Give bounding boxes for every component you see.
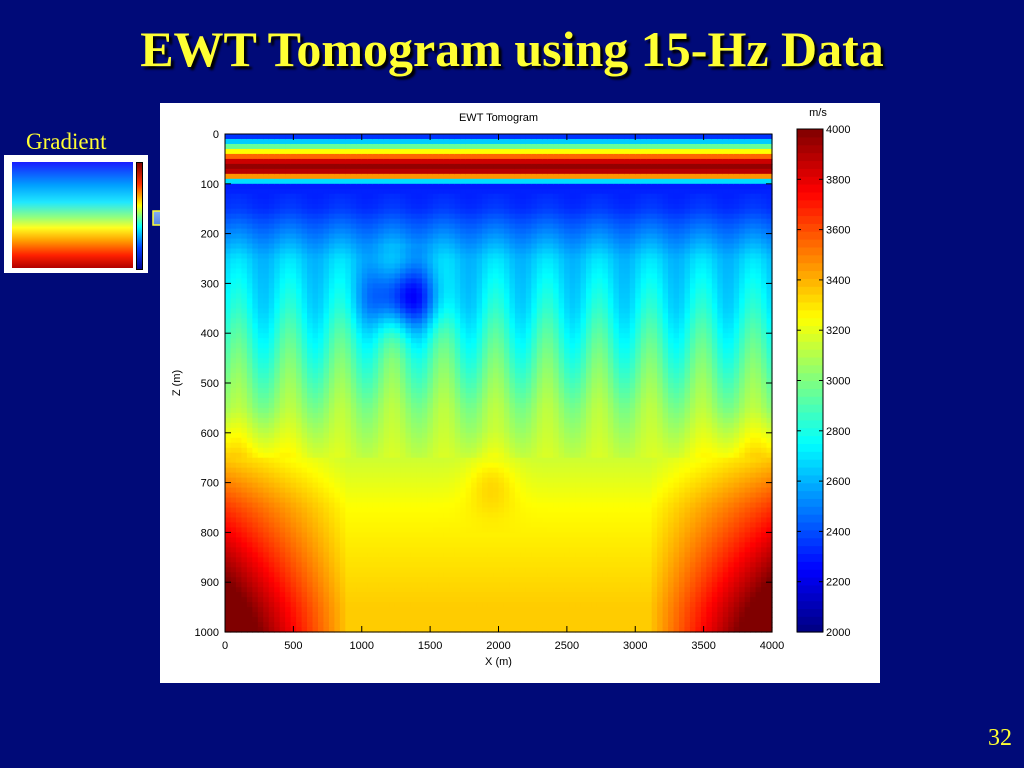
colorbar-tick-label: 3800 [826,174,850,186]
chart-title: EWT Tomogram [459,112,538,124]
gradient-thumbnail [4,155,148,273]
y-tick-label: 1000 [195,627,219,639]
x-tick-label: 4000 [760,640,784,652]
colorbar-tick-label: 3400 [826,275,850,287]
x-tick-label: 2000 [486,640,510,652]
y-tick-label: 600 [201,428,219,440]
y-tick-label: 200 [201,229,219,241]
page-number: 32 [988,725,1012,751]
x-tick-label: 0 [222,640,228,652]
y-tick-label: 100 [201,179,219,191]
tomogram-chart: 0 500 1000 1500 2000 2500 3000 3500 4000 0 100 200 3… [171,107,850,668]
x-axis-label: X (m) [485,656,512,668]
x-tick-label: 500 [284,640,302,652]
x-tick-label: 3000 [623,640,647,652]
colorbar-tick-label: 3200 [826,325,850,337]
y-tick-label: 300 [201,278,219,290]
slide-title: EWT Tomogram using 15-Hz Data [140,21,884,77]
colorbar-tick-label: 2800 [826,426,850,438]
y-tick-label: 800 [201,527,219,539]
colorbar-label: m/s [809,107,827,119]
colorbar-tick-label: 2400 [826,526,850,538]
colorbar-tick-label: 2000 [826,627,850,639]
x-tick-label: 1000 [350,640,374,652]
y-axis-label: Z (m) [171,370,183,396]
x-tick-label: 3500 [691,640,715,652]
y-tick-label: 700 [201,478,219,490]
y-tick-label: 400 [201,328,219,340]
colorbar-tick-label: 2600 [826,476,850,488]
x-tick-label: 1500 [418,640,442,652]
y-tick-label: 0 [213,129,219,141]
gradient-thumbnail-plot [12,162,133,268]
colorbar-tick-label: 3600 [826,225,850,237]
colorbar-tick-label: 3000 [826,376,850,388]
colorbar-tick-label: 2200 [826,577,850,589]
gradient-thumbnail-colorbar [136,162,143,270]
gradient-label: Gradient [26,129,107,154]
x-tick-label: 2500 [555,640,579,652]
y-tick-label: 900 [201,577,219,589]
y-tick-label: 500 [201,378,219,390]
colorbar-tick-label: 4000 [826,124,850,136]
tomogram-figure: 0 500 1000 1500 2000 2500 3000 3500 4000 0 100 200 3… [160,103,880,683]
